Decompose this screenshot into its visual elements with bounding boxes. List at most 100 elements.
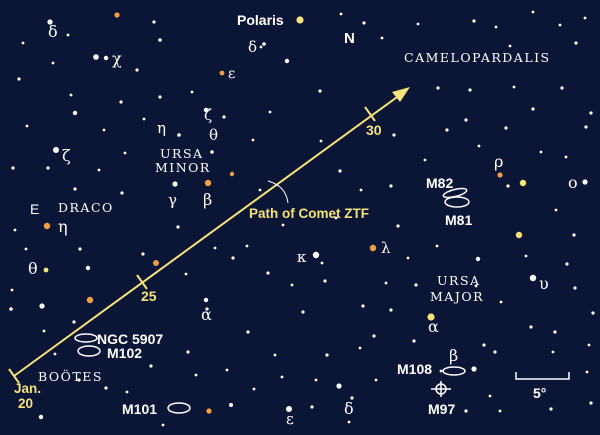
star bbox=[21, 41, 25, 45]
star bbox=[149, 364, 153, 368]
upsilon-uma-label: υ bbox=[539, 274, 549, 293]
star bbox=[512, 85, 516, 89]
star bbox=[359, 188, 363, 192]
star bbox=[494, 25, 498, 29]
scale-bar-label: 5° bbox=[533, 385, 546, 401]
rho-cam-label: ρ bbox=[494, 152, 503, 171]
star bbox=[205, 307, 209, 311]
star bbox=[339, 12, 343, 16]
constellation-ursa-minor-line1: URSA bbox=[160, 146, 204, 161]
star bbox=[104, 386, 108, 390]
gamma-umi-label: γ bbox=[168, 191, 177, 209]
star bbox=[389, 308, 393, 312]
star bbox=[519, 179, 527, 187]
star bbox=[53, 352, 57, 356]
star bbox=[43, 267, 49, 273]
star bbox=[266, 271, 270, 275]
star bbox=[558, 23, 562, 27]
star bbox=[573, 286, 577, 290]
star bbox=[77, 378, 81, 382]
star bbox=[369, 244, 377, 252]
constellation-ursa-major-line2: MAJOR bbox=[430, 289, 484, 304]
star bbox=[551, 350, 555, 354]
star bbox=[529, 325, 533, 329]
date-jan-label: Jan. bbox=[14, 381, 41, 396]
star bbox=[86, 296, 94, 304]
ngc5907-label: NGC 5907 bbox=[97, 331, 163, 347]
star bbox=[206, 408, 212, 414]
star bbox=[560, 86, 564, 90]
star bbox=[389, 184, 393, 188]
star bbox=[296, 16, 304, 24]
star bbox=[531, 10, 535, 14]
galaxy-symbols bbox=[74, 187, 470, 414]
star bbox=[477, 144, 481, 148]
kappa-draco-label: κ bbox=[297, 248, 307, 266]
star bbox=[471, 366, 477, 372]
star bbox=[11, 166, 15, 170]
comet-path-line bbox=[13, 91, 405, 377]
star bbox=[172, 181, 178, 187]
m81-label: M81 bbox=[445, 212, 472, 228]
constellation-bootes: BOÖTES bbox=[38, 368, 103, 384]
constellation-ursa-minor-line2: MINOR bbox=[155, 160, 211, 175]
comet-path bbox=[8, 87, 410, 384]
m108-galaxy-icon bbox=[442, 366, 466, 376]
star bbox=[318, 89, 322, 93]
star bbox=[414, 283, 418, 287]
star bbox=[184, 272, 188, 276]
star bbox=[66, 33, 70, 37]
star bbox=[472, 19, 476, 23]
star bbox=[177, 133, 181, 137]
star bbox=[384, 281, 388, 285]
star bbox=[361, 304, 365, 308]
star bbox=[125, 390, 129, 394]
star bbox=[158, 38, 162, 42]
star bbox=[445, 128, 449, 132]
star bbox=[334, 216, 338, 220]
star bbox=[103, 55, 109, 61]
star bbox=[229, 171, 235, 177]
star bbox=[589, 401, 593, 405]
delta-uma-label: δ bbox=[344, 399, 354, 418]
constellation-draco: DRACO bbox=[58, 200, 114, 215]
comet-path-arrowhead bbox=[392, 87, 410, 102]
star bbox=[78, 247, 82, 251]
star bbox=[531, 107, 535, 111]
north-label: N bbox=[344, 30, 355, 47]
constellation-camelopardalis: CAMELOPARDALIS bbox=[404, 50, 551, 65]
star bbox=[213, 246, 217, 250]
polaris-label: Polaris bbox=[237, 12, 284, 28]
star bbox=[290, 283, 294, 287]
star bbox=[229, 403, 233, 407]
star bbox=[529, 274, 537, 282]
star bbox=[120, 191, 124, 195]
star bbox=[436, 86, 440, 90]
star bbox=[406, 256, 410, 260]
comet-path-label: Path of Comet ZTF bbox=[249, 206, 369, 221]
star bbox=[286, 406, 292, 412]
star bbox=[97, 168, 101, 172]
star bbox=[504, 126, 508, 130]
star bbox=[474, 284, 478, 288]
star bbox=[338, 169, 342, 173]
star bbox=[158, 95, 162, 99]
constellation-ursa-major-line1: URSA bbox=[437, 273, 481, 288]
star bbox=[549, 407, 553, 411]
star bbox=[53, 147, 59, 153]
star bbox=[114, 12, 120, 18]
star bbox=[468, 88, 472, 92]
star bbox=[310, 405, 314, 409]
epsilon-umi-label: ε bbox=[228, 66, 235, 82]
star bbox=[314, 378, 318, 382]
star bbox=[39, 303, 45, 309]
star bbox=[280, 375, 284, 379]
star bbox=[203, 297, 209, 303]
star bbox=[141, 252, 145, 256]
star bbox=[574, 41, 578, 45]
zeta-draco-label: ζ bbox=[62, 146, 71, 165]
star bbox=[589, 111, 593, 115]
star bbox=[259, 45, 263, 49]
tick-jan30 bbox=[364, 106, 376, 122]
star bbox=[565, 262, 569, 266]
